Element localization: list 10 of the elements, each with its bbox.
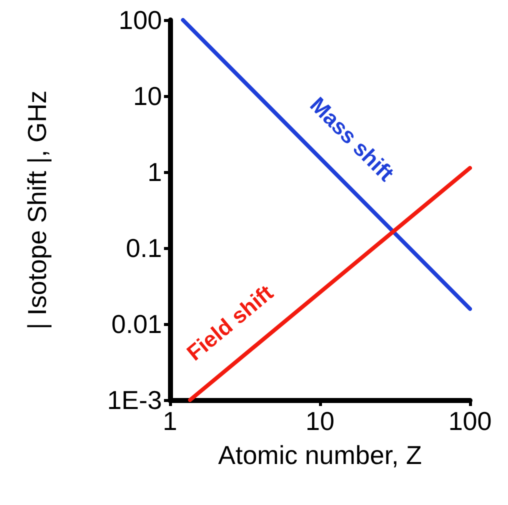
y-tick-label: 0.1 bbox=[126, 233, 162, 263]
y-tick-label: 1 bbox=[148, 157, 162, 187]
y-tick-label: 1E-3 bbox=[107, 385, 162, 415]
y-tick-label: 0.01 bbox=[111, 309, 162, 339]
x-tick-label: 100 bbox=[448, 406, 492, 436]
y-axis-title: | Isotope Shift |, GHz bbox=[22, 90, 52, 330]
x-axis-title: Atomic number, Z bbox=[218, 440, 422, 470]
y-tick-label: 100 bbox=[118, 5, 162, 35]
y-tick-label: 10 bbox=[133, 81, 162, 111]
x-tick-label: 10 bbox=[306, 406, 334, 436]
